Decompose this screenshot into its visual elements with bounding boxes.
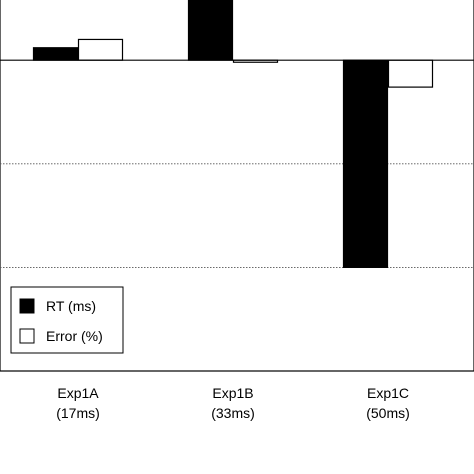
x-tick-label: Exp1C (367, 385, 409, 401)
legend: RT (ms) Error (%) (10, 286, 124, 354)
legend-swatch-rt (19, 298, 35, 314)
gridlines (0, 163, 474, 268)
bars (32, 0, 434, 268)
plot-area (0, 0, 474, 372)
legend-label-error: Error (%) (46, 328, 103, 344)
x-axis-labels: Exp1A (17ms) Exp1B (33ms) Exp1C (50ms) (56, 385, 410, 421)
x-tick-label: Exp1A (57, 385, 99, 401)
legend-swatch-error (19, 328, 35, 344)
bar-exp1b-rt (187, 0, 234, 61)
bar-exp1c-rt (342, 59, 389, 268)
x-tick-label: Exp1B (212, 385, 253, 401)
bar-exp1a-rt (32, 47, 79, 61)
x-tick-sublabel: (50ms) (366, 405, 410, 421)
x-tick-sublabel: (33ms) (211, 405, 255, 421)
x-tick-sublabel: (17ms) (56, 405, 100, 421)
bar-exp1c-error (387, 59, 434, 88)
plot-frame (0, 0, 474, 372)
bar-exp1a-error (77, 38, 124, 61)
legend-label-rt: RT (ms) (46, 298, 96, 314)
